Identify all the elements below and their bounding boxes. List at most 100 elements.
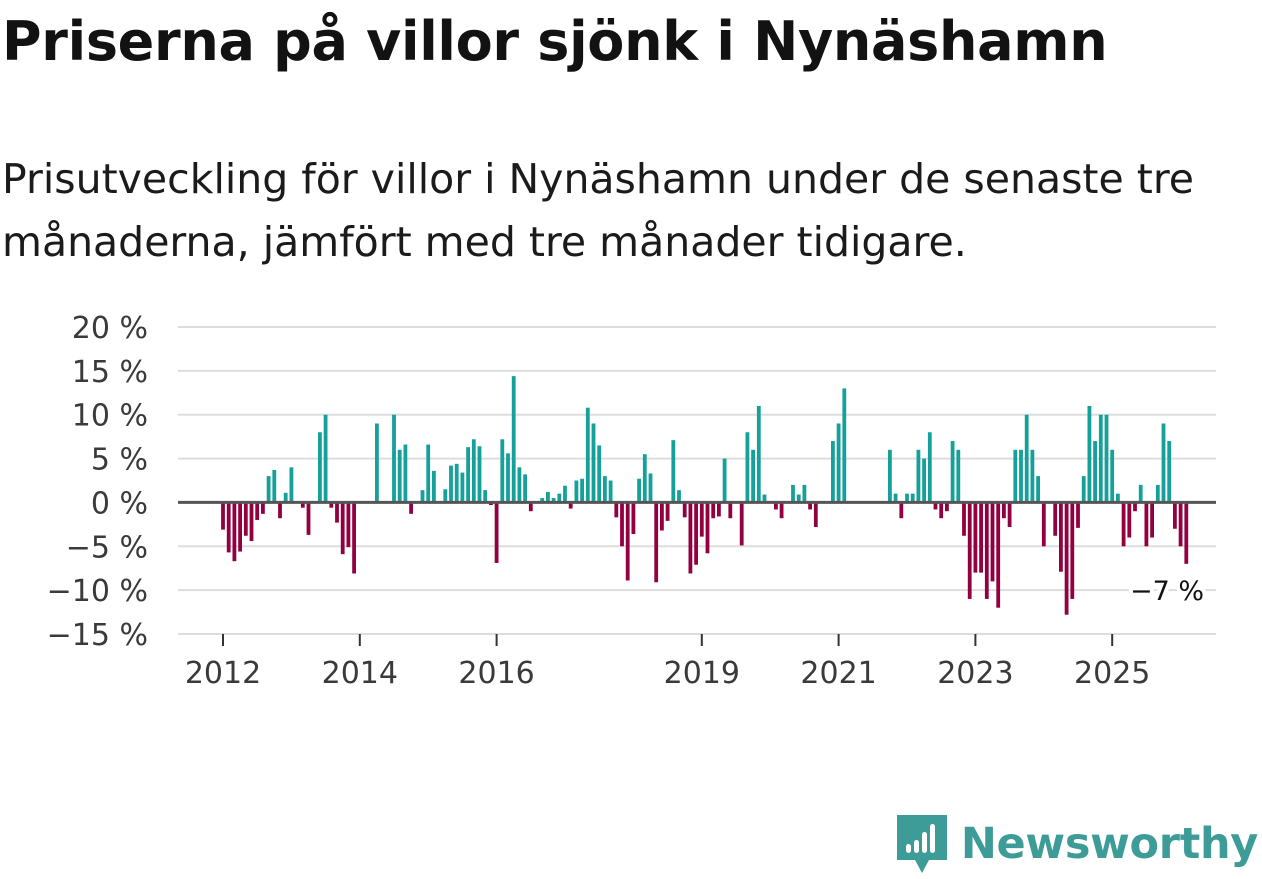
bar [933, 502, 938, 510]
bar [956, 449, 961, 503]
y-tick-label: 5 % [91, 443, 148, 478]
brand-logo: Newsworthy [896, 815, 1258, 873]
chart-title: Priserna på villor sjönk i Nynäshamn [2, 10, 1108, 73]
bar [426, 444, 431, 503]
bar [477, 446, 482, 503]
bar [449, 465, 453, 503]
bar [540, 498, 545, 503]
bar [597, 445, 602, 503]
bar [939, 502, 944, 519]
bar [454, 463, 459, 503]
bar [1070, 502, 1075, 599]
bar [1173, 502, 1177, 529]
bar [682, 502, 687, 518]
newsworthy-logo-icon [896, 815, 947, 873]
bar [591, 423, 596, 503]
bar [397, 449, 402, 503]
gridlines [178, 326, 1216, 635]
bar [802, 484, 807, 503]
bar [779, 502, 784, 519]
bar [751, 449, 755, 503]
bar [774, 502, 778, 510]
bar [762, 494, 767, 503]
bar [460, 472, 465, 503]
y-tick-label: 0 % [91, 486, 148, 521]
bar [551, 498, 556, 503]
bar [893, 493, 898, 503]
x-tick-label: 2025 [1074, 656, 1150, 691]
bar [888, 449, 892, 503]
bar [739, 502, 744, 546]
bar [979, 502, 983, 573]
bar [620, 502, 624, 547]
bar [1161, 423, 1166, 503]
bar [1127, 502, 1132, 538]
bar [420, 490, 425, 503]
bar [1167, 441, 1172, 503]
bar [1024, 414, 1029, 503]
y-tick-label: −15 % [47, 618, 148, 653]
bar [546, 491, 550, 503]
bar [973, 502, 978, 573]
bar [392, 414, 396, 503]
chart-subtitle: Prisutveckling för villor i Nynäshamn un… [2, 155, 1195, 266]
bar [1150, 502, 1154, 538]
bar [466, 447, 470, 503]
bar [905, 493, 909, 503]
bar [1007, 502, 1012, 527]
x-axis: 2012 2014 2016 2019 2021 2023 2025 [185, 634, 1150, 691]
bar [631, 502, 636, 535]
bar [1116, 493, 1120, 503]
bar [278, 502, 282, 519]
bar [916, 449, 921, 503]
bar [318, 432, 322, 503]
bar [813, 502, 818, 527]
bar [523, 474, 527, 503]
bar [471, 439, 476, 503]
bar [300, 502, 305, 508]
bar [1036, 476, 1040, 503]
bar [642, 454, 647, 503]
bar [688, 502, 693, 574]
bar [836, 423, 841, 503]
bar-chart: 20 %15 %10 %5 %0 %−5 %−10 %−15 % 2012 201… [47, 311, 1216, 691]
bar [1081, 476, 1086, 503]
bar [705, 502, 710, 554]
bar [409, 502, 413, 514]
bar [808, 502, 812, 510]
bar [323, 414, 328, 503]
bar [403, 444, 408, 503]
bar [289, 467, 294, 503]
bar [557, 493, 562, 503]
bar [648, 473, 653, 503]
x-tick-label: 2012 [185, 656, 261, 691]
bar [563, 485, 567, 503]
bar [511, 376, 516, 503]
bar [580, 478, 584, 503]
x-tick-label: 2023 [937, 656, 1013, 691]
bar [694, 502, 698, 565]
bar [306, 502, 311, 535]
bar [722, 458, 727, 503]
bar [1121, 502, 1126, 547]
x-tick-label: 2019 [664, 656, 740, 691]
bar [796, 494, 801, 503]
bar [346, 502, 351, 548]
bar [711, 502, 716, 519]
bar [1133, 502, 1137, 512]
bar [432, 470, 436, 503]
bar [255, 502, 260, 520]
bar [585, 407, 590, 503]
bar [950, 441, 955, 503]
bar [842, 388, 847, 503]
y-tick-label: 15 % [72, 355, 148, 390]
bar [1041, 502, 1046, 547]
bar [1013, 449, 1018, 503]
bar [283, 492, 288, 503]
bar [340, 502, 345, 555]
y-tick-label: 10 % [72, 399, 148, 434]
x-tick-label: 2014 [322, 656, 398, 691]
y-axis-labels: 20 % 15 % 10 % 5 % 0 % −5 % −10 % −15 % [47, 311, 148, 653]
x-tick-label: 2021 [800, 656, 876, 691]
bar [637, 478, 641, 503]
